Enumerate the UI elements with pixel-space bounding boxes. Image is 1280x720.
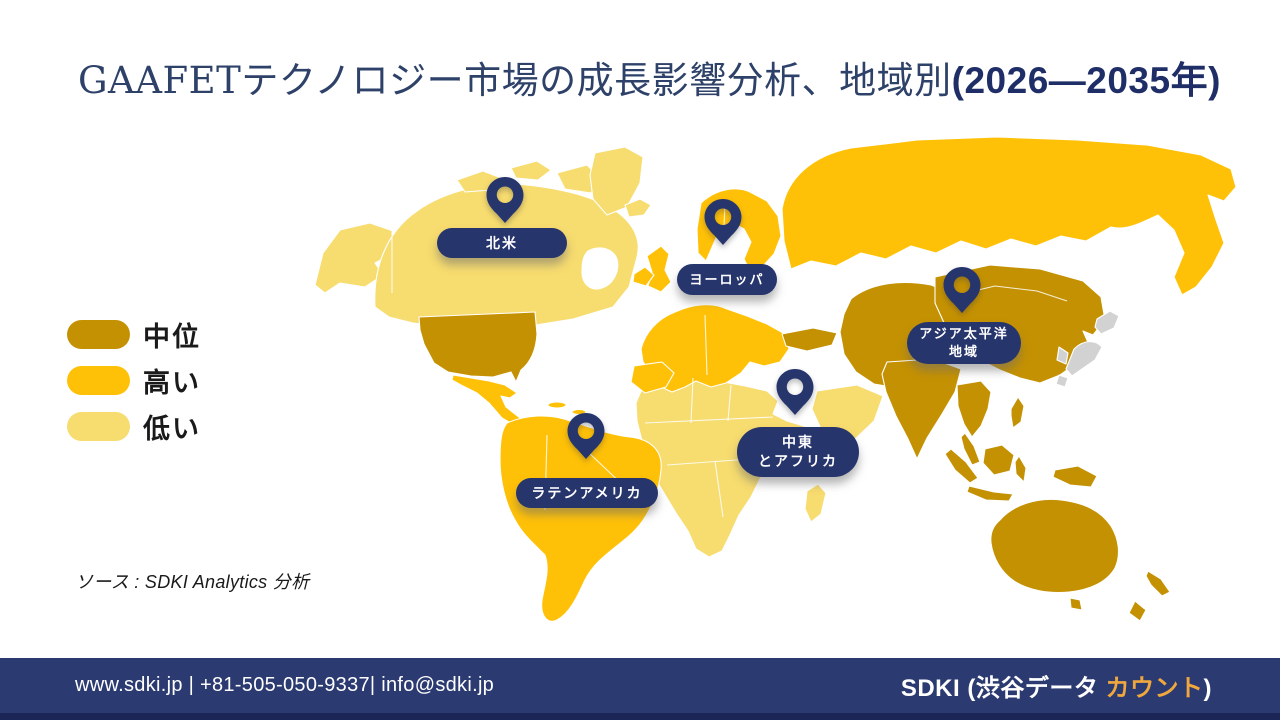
region-arctic-island bbox=[510, 160, 552, 181]
region-turkey bbox=[781, 327, 838, 352]
region-japan bbox=[1094, 310, 1120, 335]
region-uk bbox=[646, 245, 672, 293]
region-india bbox=[881, 358, 962, 460]
region-africa-low bbox=[635, 377, 884, 558]
brand-suffix: ) bbox=[1203, 675, 1212, 702]
footer-brand: SDKI (渋谷データ カウント) bbox=[901, 668, 1212, 703]
footer-bottom-strip bbox=[0, 713, 1280, 720]
footer-content: www.sdki.jp | +81-505-050-9337| info@sdk… bbox=[0, 658, 1280, 713]
region-iceland bbox=[624, 198, 652, 218]
legend-swatch-medium bbox=[67, 319, 130, 349]
region-russia bbox=[781, 136, 1237, 296]
region-caribbean bbox=[547, 401, 567, 409]
label-middle-east-africa: 中東 とアフリカ bbox=[737, 427, 859, 477]
region-japan bbox=[1065, 341, 1103, 377]
brand-prefix: SDKI (渋谷データ bbox=[900, 675, 1106, 702]
footer-contact: www.sdki.jp | +81-505-050-9337| info@sdk… bbox=[75, 674, 495, 696]
legend-item-low: 低い bbox=[67, 411, 201, 444]
region-malay-peninsula bbox=[960, 432, 981, 466]
legend-item-medium: 中位 bbox=[67, 319, 201, 352]
label-europe: ヨーロッパ bbox=[677, 264, 777, 295]
region-korea bbox=[1056, 346, 1069, 365]
region-sumatra bbox=[944, 448, 979, 484]
region-tasmania bbox=[1069, 597, 1083, 611]
region-south-america bbox=[499, 415, 662, 622]
legend-swatch-high bbox=[67, 365, 130, 395]
location-pin-icon bbox=[704, 198, 742, 245]
region-java bbox=[966, 485, 1014, 502]
label-north-america: 北米 bbox=[437, 228, 567, 258]
source-note: ソース : SDKI Analytics 分析 bbox=[75, 572, 310, 592]
region-philippines bbox=[1010, 396, 1025, 429]
region-indochina bbox=[956, 380, 992, 438]
brand-highlight: カウント bbox=[1105, 675, 1204, 702]
legend-swatch-low bbox=[67, 411, 130, 441]
region-madagascar bbox=[804, 483, 827, 523]
region-north-america-low bbox=[314, 146, 652, 330]
location-pin-icon bbox=[776, 368, 814, 415]
region-americas-high bbox=[451, 374, 662, 622]
region-new-guinea bbox=[1052, 465, 1098, 488]
region-new-zealand bbox=[1145, 570, 1171, 597]
legend-label-high: 高い bbox=[143, 367, 201, 398]
region-usa bbox=[418, 311, 538, 383]
region-sulawesi bbox=[1014, 455, 1027, 483]
legend-label-medium: 中位 bbox=[143, 321, 201, 352]
location-pin-icon bbox=[486, 176, 524, 223]
page-title: GAAFETテクノロジー市場の成長影響分析、地域別(2026—2035年) bbox=[78, 50, 1228, 104]
footer-bar: www.sdki.jp | +81-505-050-9337| info@sdk… bbox=[0, 658, 1280, 720]
legend: 中位 高い 低い bbox=[67, 319, 201, 457]
location-pin-icon bbox=[567, 412, 605, 459]
region-ireland bbox=[632, 266, 655, 287]
world-map bbox=[295, 135, 1240, 655]
region-japan bbox=[1055, 374, 1069, 388]
label-asia-pacific: アジア太平洋 地域 bbox=[907, 322, 1021, 364]
title-main: GAAFETテクノロジー市場の成長影響分析、地域別 bbox=[78, 59, 952, 102]
region-europe bbox=[640, 304, 790, 393]
region-neutral bbox=[1055, 310, 1120, 388]
legend-item-high: 高い bbox=[67, 365, 201, 398]
location-pin-icon bbox=[943, 266, 981, 313]
region-iberia bbox=[630, 361, 675, 394]
region-new-zealand bbox=[1128, 600, 1147, 622]
region-borneo bbox=[982, 444, 1015, 476]
label-latin-america: ラテンアメリカ bbox=[516, 478, 658, 508]
legend-label-low: 低い bbox=[143, 413, 201, 444]
region-australia bbox=[990, 498, 1120, 594]
title-years: (2026—2035年) bbox=[951, 60, 1221, 101]
